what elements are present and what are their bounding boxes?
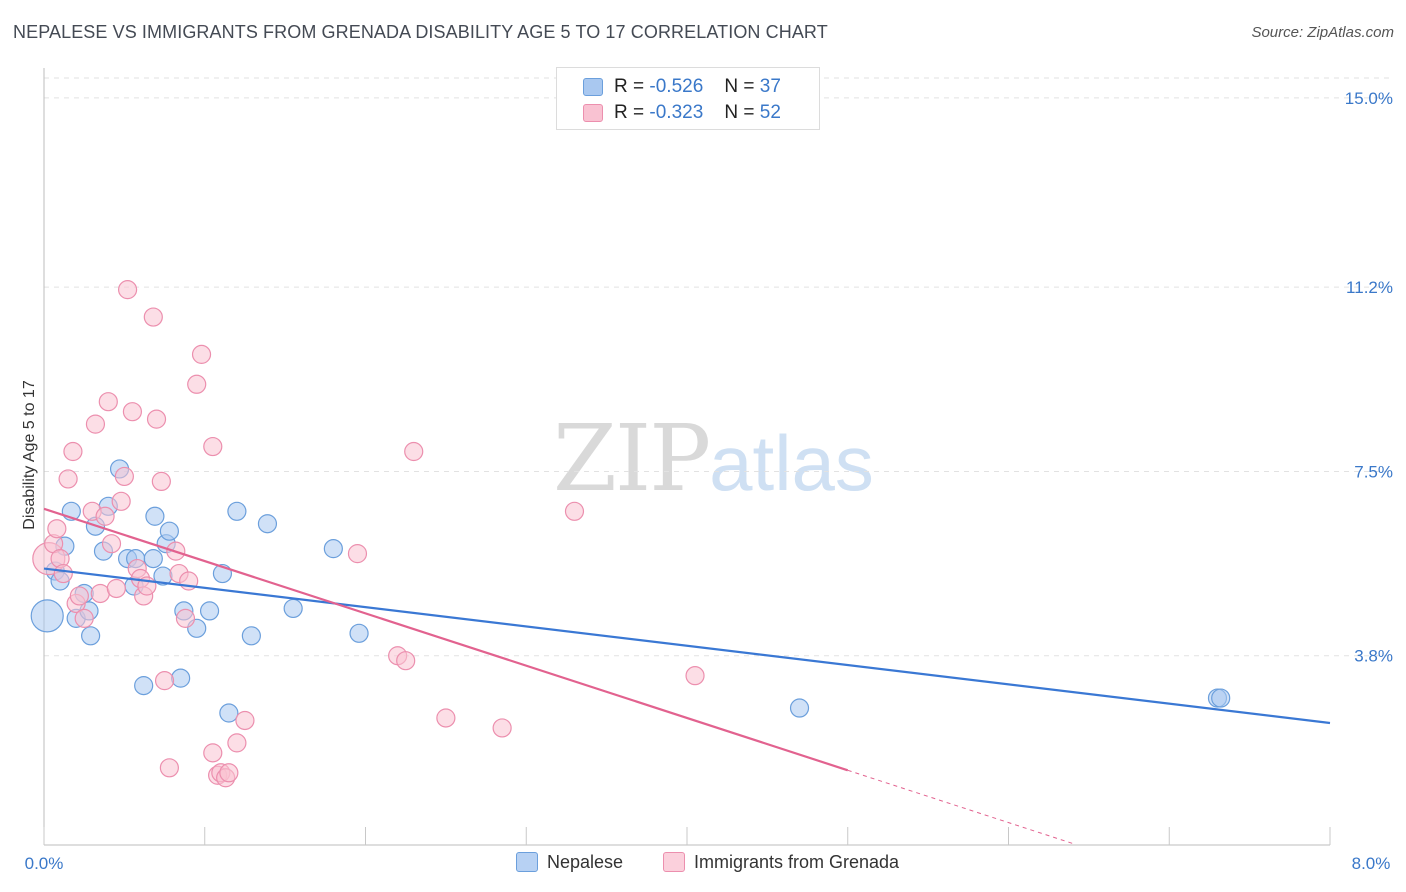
legend-r-value: -0.526 — [649, 76, 704, 97]
point-grenada — [175, 608, 196, 628]
point-grenada — [187, 374, 207, 394]
point-grenada — [151, 471, 171, 492]
point-grenada — [203, 436, 223, 457]
chart-title: NEPALESE VS IMMIGRANTS FROM GRENADA DISA… — [13, 22, 828, 42]
correlation-legend: R = -0.526 N = 37 R = -0.323 N = 52 — [556, 67, 820, 130]
y-tick-label: 11.2% — [1346, 278, 1393, 297]
point-grenada — [111, 491, 131, 511]
point-nepalese — [789, 698, 810, 718]
point-grenada — [154, 671, 175, 691]
point-nepalese — [241, 626, 261, 646]
point-grenada — [85, 414, 106, 434]
point-nepalese — [219, 703, 239, 723]
legend-r-value: -0.323 — [649, 102, 704, 123]
watermark: ZIPatlas — [553, 405, 874, 512]
x-axis-ticks — [43, 827, 1331, 845]
point-nepalese — [199, 601, 220, 621]
point-grenada — [159, 758, 179, 778]
point-grenada — [219, 763, 239, 783]
point-nepalese — [171, 668, 191, 688]
point-grenada — [74, 608, 94, 628]
point-grenada — [191, 344, 212, 364]
point-grenada — [396, 651, 416, 671]
point-grenada — [564, 501, 585, 521]
point-grenada — [101, 534, 122, 554]
point-nepalese — [323, 539, 343, 559]
point-nepalese — [257, 514, 278, 534]
y-tick-label: 7.5% — [1354, 462, 1393, 481]
y-axis-label: Disability Age 5 to 17 — [21, 380, 38, 530]
point-nepalese — [143, 549, 163, 569]
point-grenada — [98, 392, 118, 412]
point-grenada — [685, 666, 705, 686]
y-tick-label: 3.8% — [1354, 647, 1393, 666]
gridlines — [44, 77, 1392, 657]
legend-swatch-grenada — [583, 104, 603, 122]
point-grenada — [143, 307, 163, 327]
trend-line-grenada-extension — [847, 769, 1073, 844]
bottom-legend-swatch-grenada — [663, 852, 685, 872]
point-nepalese — [349, 623, 369, 643]
point-nepalese — [30, 599, 64, 633]
point-grenada — [492, 718, 512, 738]
bottom-legend-label-grenada: Immigrants from Grenada — [694, 852, 900, 872]
point-grenada — [347, 544, 368, 564]
point-grenada — [53, 563, 73, 584]
point-nepalese — [81, 626, 101, 646]
legend-n-label: N = — [724, 76, 755, 97]
data-points — [30, 280, 1231, 788]
point-grenada — [95, 506, 115, 526]
point-nepalese — [1211, 688, 1231, 708]
point-grenada — [63, 441, 83, 462]
watermark-atlas: atlas — [709, 419, 874, 507]
point-grenada — [47, 519, 67, 539]
point-grenada — [436, 708, 456, 728]
point-grenada — [146, 409, 167, 429]
point-grenada — [235, 710, 255, 731]
y-axis-tick-labels: 3.8% 7.5% 11.2% 15.0% — [1345, 89, 1393, 666]
point-grenada — [227, 733, 247, 753]
source-label: Source: ZipAtlas.com — [1251, 24, 1394, 41]
point-nepalese — [283, 598, 303, 619]
legend-n-value: 37 — [759, 76, 781, 97]
point-grenada — [90, 583, 110, 604]
y-tick-label: 15.0% — [1345, 89, 1393, 108]
x-tick-label-min: 0.0% — [25, 854, 64, 873]
legend-n-label: N = — [724, 102, 755, 123]
point-nepalese — [159, 521, 179, 541]
point-nepalese — [227, 501, 247, 521]
point-grenada — [114, 466, 134, 487]
point-grenada — [58, 469, 78, 489]
trend-lines — [43, 507, 1331, 844]
point-nepalese — [145, 506, 165, 526]
legend-r-label: R = — [614, 102, 645, 123]
bottom-legend-swatch-nepalese — [516, 852, 538, 872]
point-grenada — [203, 743, 223, 763]
legend-r-label: R = — [614, 76, 645, 97]
bottom-legend-label-nepalese: Nepalese — [547, 852, 624, 872]
point-grenada — [404, 441, 424, 462]
point-grenada — [69, 586, 89, 606]
trend-line-grenada — [43, 507, 849, 772]
point-grenada — [117, 280, 138, 300]
bottom-legend-grenada: Immigrants from Grenada — [663, 852, 899, 873]
bottom-legend-nepalese: Nepalese — [516, 852, 623, 873]
legend-swatch-nepalese — [583, 78, 603, 96]
trend-line-nepalese — [43, 567, 1331, 725]
x-tick-label-max: 8.0% — [1352, 854, 1391, 873]
legend-n-value: 52 — [759, 102, 781, 123]
point-nepalese — [134, 676, 154, 696]
point-grenada — [122, 402, 143, 422]
watermark-zip: ZIP — [553, 405, 711, 512]
point-grenada — [106, 578, 126, 599]
